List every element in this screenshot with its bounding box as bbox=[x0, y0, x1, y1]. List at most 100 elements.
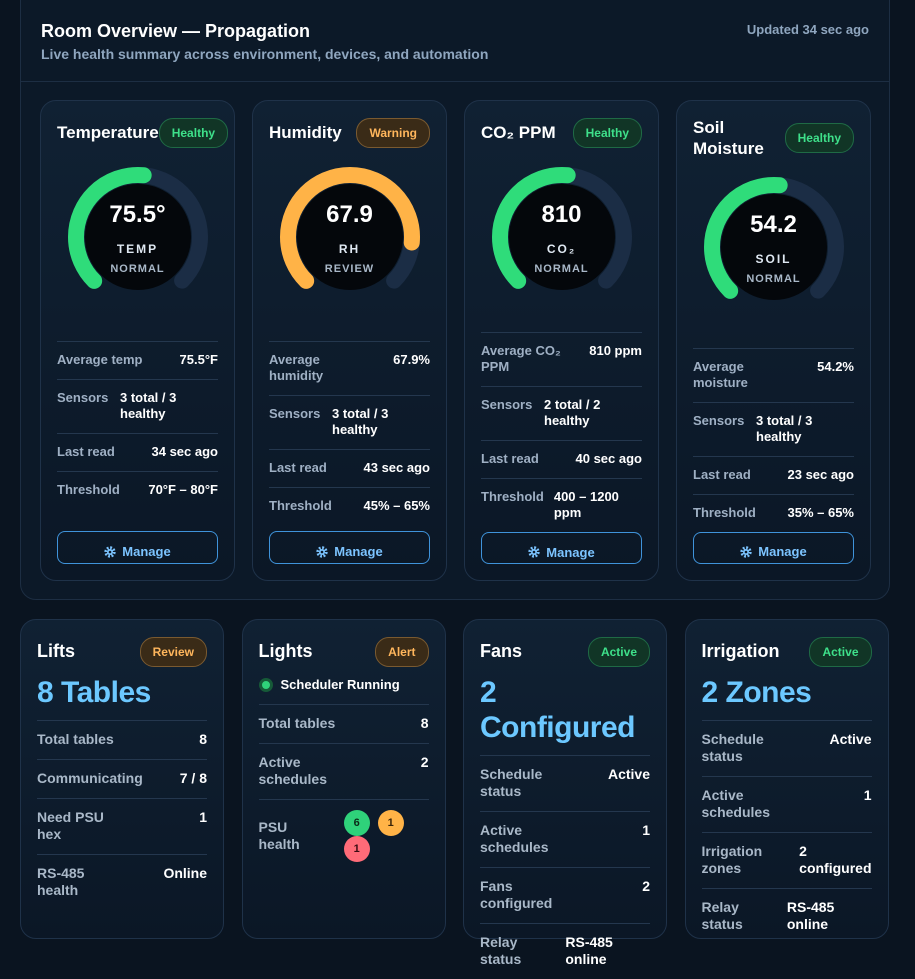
status-text: Scheduler Running bbox=[280, 677, 400, 692]
card-header: Soil Moisture Healthy bbox=[693, 117, 854, 158]
stat-label: Sensors bbox=[481, 397, 533, 413]
stat-label: Last read bbox=[693, 466, 751, 482]
stat-label: Sensors bbox=[269, 406, 321, 421]
stat-value: 2 configured bbox=[799, 843, 872, 876]
manage-button[interactable]: Manage bbox=[481, 532, 642, 564]
card-title: Humidity bbox=[269, 122, 342, 142]
psu-count: 6 bbox=[343, 810, 370, 836]
stat-label: Average moisture bbox=[693, 358, 748, 390]
stat-row: Average temp 75.5°F bbox=[57, 341, 218, 379]
gauge-unit: SOIL bbox=[755, 252, 792, 267]
gauge-ring bbox=[279, 167, 420, 307]
stat-label: Average CO₂ PPM bbox=[481, 343, 561, 375]
stat-row: Sensors 3 total / 3 healthy bbox=[57, 379, 218, 433]
stat-row: Average CO₂ PPM 810 ppm bbox=[481, 332, 642, 386]
stat-row: Threshold 70°F – 80°F bbox=[57, 471, 218, 509]
sensor-card: Soil Moisture Healthy 54.2 SOIL NORMAL A… bbox=[676, 100, 871, 581]
stat-label: Irrigation zones bbox=[701, 843, 763, 876]
card-title: CO₂ PPM bbox=[481, 122, 556, 142]
status-badge: Healthy bbox=[572, 117, 642, 148]
card-header: Fans Active bbox=[480, 636, 650, 667]
gauge-status: REVIEW bbox=[324, 263, 375, 275]
stat-row: Average humidity 67.9% bbox=[269, 341, 430, 395]
stat-label: Average humidity bbox=[269, 352, 324, 383]
gauge: 810 CO₂ NORMAL bbox=[487, 162, 637, 307]
stat-row: Need PSU hex 1 bbox=[37, 798, 207, 854]
stat-label: Need PSU hex bbox=[37, 809, 104, 842]
card-title: Lifts bbox=[37, 641, 75, 661]
psu-row: PSU health 6 11 bbox=[258, 799, 429, 873]
stat-value: 70°F – 80°F bbox=[148, 482, 218, 497]
stat-row: Total tables 8 bbox=[258, 704, 429, 743]
updated-time: Updated 34 sec ago bbox=[746, 22, 869, 37]
gauge-value: 75.5° bbox=[109, 201, 166, 228]
stat-value: Active bbox=[829, 731, 872, 747]
page-subtitle: Live health summary across environment, … bbox=[41, 46, 489, 62]
stat-row: Sensors 3 total / 3 healthy bbox=[693, 401, 854, 456]
button-label: Manage bbox=[546, 544, 595, 560]
manage-button[interactable]: Manage bbox=[57, 531, 218, 564]
stat-value: 2 bbox=[420, 754, 429, 770]
card-title: Fans bbox=[480, 641, 523, 661]
stat-label: Schedule status bbox=[480, 766, 543, 799]
page-title: Room Overview — Propagation bbox=[41, 21, 311, 41]
device-card: Fans Active 2 Configured Schedule status… bbox=[463, 619, 667, 967]
stat-value: 3 total / 3 healthy bbox=[332, 406, 389, 437]
card-title: Temperature bbox=[57, 122, 159, 142]
gauge-value: 67.9 bbox=[326, 201, 373, 228]
gear-icon bbox=[104, 545, 116, 558]
stat-value: 35% – 65% bbox=[787, 504, 855, 520]
manage-button[interactable]: Manage bbox=[693, 531, 854, 564]
stat-label: Threshold bbox=[693, 504, 756, 520]
sensor-card: Temperature Healthy 75.5° TEMP NORMAL Av… bbox=[40, 100, 235, 581]
gauge-unit: RH bbox=[338, 242, 361, 256]
stat-value: 3 total / 3 healthy bbox=[120, 390, 177, 421]
stat-value: 75.5°F bbox=[179, 352, 218, 367]
card-title: Soil Moisture bbox=[693, 117, 764, 158]
stat-value: 45% – 65% bbox=[363, 498, 431, 513]
stat-row: Schedule status Active bbox=[480, 755, 650, 811]
stat-value: 7 / 8 bbox=[179, 770, 207, 786]
stat-label: Relay status bbox=[701, 899, 743, 932]
headline: 8 Tables bbox=[37, 676, 151, 709]
headline: 2 Zones bbox=[701, 676, 812, 709]
gauge-ring bbox=[67, 167, 208, 307]
page: Room Overview — Propagation Live health … bbox=[20, 0, 890, 967]
status-badge: Healthy bbox=[158, 117, 229, 148]
stat-label: Active schedules bbox=[258, 754, 327, 787]
stat-value: 43 sec ago bbox=[363, 460, 431, 475]
gauge-unit: TEMP bbox=[116, 242, 159, 256]
stat-label: Communicating bbox=[37, 770, 143, 786]
status-badge: Active bbox=[587, 636, 650, 667]
device-card: Lifts Review 8 Tables Total tables 8 Commu… bbox=[20, 619, 224, 939]
gauge-status: NORMAL bbox=[746, 273, 801, 286]
card-title: Irrigation bbox=[701, 641, 780, 661]
stat-row: Active schedules 1 bbox=[701, 776, 872, 832]
stat-label: Threshold bbox=[269, 498, 332, 513]
psu-count: 1 bbox=[343, 836, 370, 862]
stat-value: 23 sec ago bbox=[787, 466, 855, 482]
stat-label: Sensors bbox=[693, 412, 745, 428]
stat-label: RS-485 health bbox=[37, 865, 85, 898]
stat-value: 34 sec ago bbox=[151, 444, 219, 459]
stat-value: 3 total / 3 healthy bbox=[756, 412, 813, 444]
gauge-status: NORMAL bbox=[534, 263, 589, 275]
psu-pills: 6 11 bbox=[336, 810, 429, 862]
stat-row: Sensors 2 total / 2 healthy bbox=[481, 386, 642, 440]
stat-label: Last read bbox=[481, 451, 539, 467]
card-header: Temperature Healthy bbox=[57, 117, 229, 148]
stat-value: Online bbox=[163, 865, 207, 881]
stat-row: Threshold 400 – 1200 ppm bbox=[481, 478, 642, 532]
gauge: 75.5° TEMP NORMAL bbox=[63, 162, 213, 312]
stat-label: Last read bbox=[57, 444, 115, 459]
stat-label: Last read bbox=[269, 460, 327, 475]
manage-button[interactable]: Manage bbox=[269, 531, 430, 564]
stat-label: Total tables bbox=[37, 731, 114, 747]
stat-value: 2 total / 2 healthy bbox=[544, 397, 601, 429]
stat-row: Last read 34 sec ago bbox=[57, 433, 218, 471]
stat-value: 67.9% bbox=[393, 352, 430, 367]
stat-row: Last read 23 sec ago bbox=[693, 455, 855, 494]
button-label: Manage bbox=[758, 544, 807, 560]
stat-label: Relay status bbox=[480, 934, 522, 967]
stat-value: RS-485 online bbox=[565, 934, 613, 967]
